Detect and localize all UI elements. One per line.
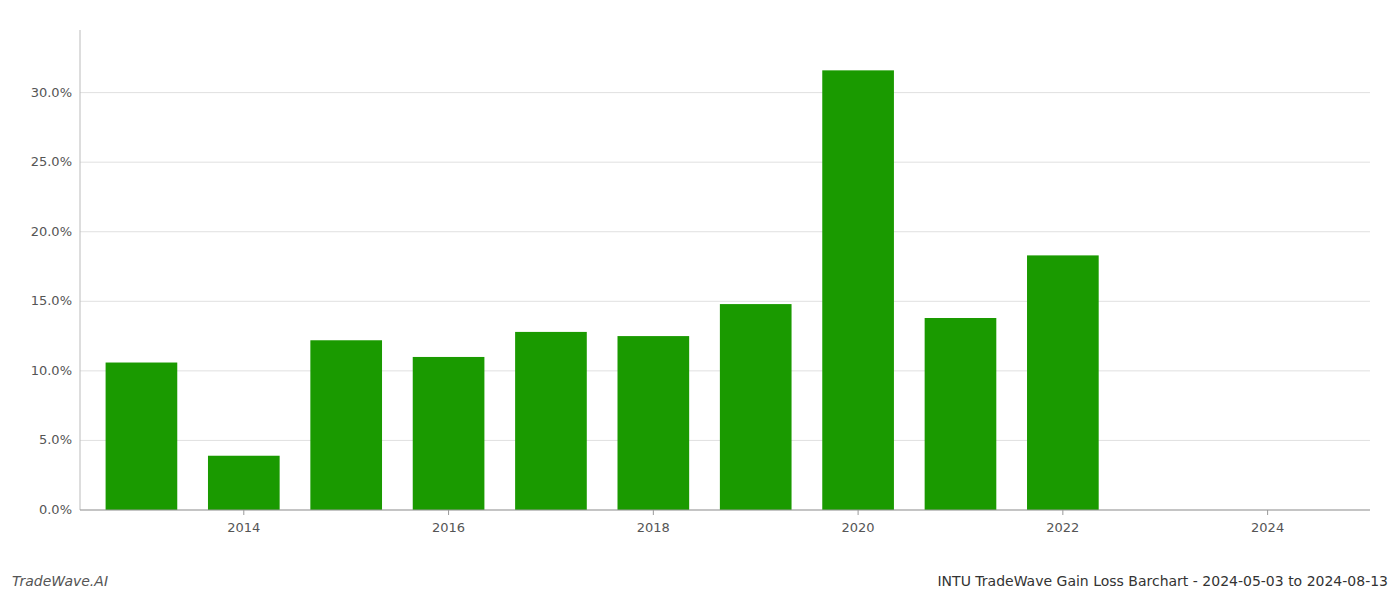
y-tick-labels: 0.0% 5.0% 10.0% 15.0% 20.0% 25.0% 30.0% [31, 85, 72, 517]
y-grid [80, 93, 1370, 510]
x-tick-label: 2022 [1046, 520, 1079, 535]
x-tick [653, 510, 654, 515]
bar [1027, 255, 1099, 510]
x-tick [448, 510, 449, 515]
bar [208, 456, 280, 510]
y-tick-label: 30.0% [31, 85, 72, 100]
bar [618, 336, 690, 510]
x-tick-label: 2014 [227, 520, 260, 535]
grid-line [80, 162, 1370, 163]
x-ticks: 2014 2016 2018 2020 2022 2024 [227, 510, 1284, 535]
bar [106, 363, 178, 510]
x-tick [858, 510, 859, 515]
x-axis-line [80, 510, 1370, 511]
y-tick-label: 20.0% [31, 224, 72, 239]
y-tick-label: 25.0% [31, 154, 72, 169]
bar [515, 332, 587, 510]
title: INTU TradeWave Gain Loss Barchart - 2024… [937, 573, 1388, 589]
bar [822, 70, 894, 510]
x-tick [1267, 510, 1268, 515]
y-tick-label: 5.0% [39, 432, 72, 447]
chart: 0.0%5.0%10.0%15.0%20.0%25.0%30.0%2014201… [0, 0, 1400, 600]
bar [925, 318, 997, 510]
grid-line [80, 510, 1370, 511]
watermark: TradeWave.AI [12, 573, 108, 589]
bar [720, 304, 792, 510]
bar [310, 340, 382, 510]
x-tick [243, 510, 244, 515]
grid-line [80, 301, 1370, 302]
y-tick-label: 15.0% [31, 293, 72, 308]
y-axis-line [80, 30, 81, 510]
y-tick-label: 10.0% [31, 363, 72, 378]
x-tick-label: 2018 [637, 520, 670, 535]
x-tick-label: 2020 [842, 520, 875, 535]
grid-line [80, 92, 1370, 93]
x-tick-label: 2024 [1251, 520, 1284, 535]
y-tick-label: 0.0% [39, 502, 72, 517]
x-tick [1062, 510, 1063, 515]
bar [413, 357, 485, 510]
background [0, 0, 1400, 600]
x-tick-label: 2016 [432, 520, 465, 535]
bars [106, 70, 1099, 510]
grid-line [80, 231, 1370, 232]
